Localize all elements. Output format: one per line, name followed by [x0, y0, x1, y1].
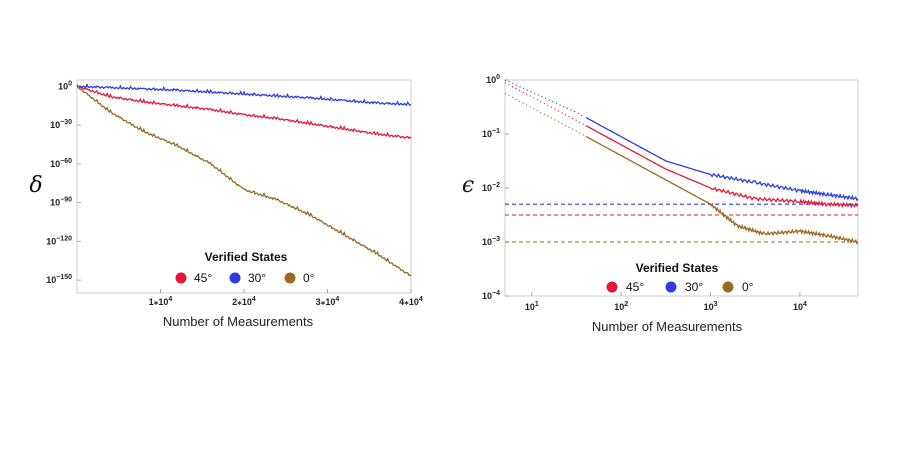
left-y-tick-label: 10−30 — [50, 119, 72, 130]
left-legend-marker-0 — [175, 272, 187, 284]
right-series-line-1 — [585, 117, 859, 202]
left-x-tick-label: 4⁎104 — [399, 296, 423, 307]
left-y-tick-label: 10−90 — [50, 197, 72, 208]
left-legend-label-0: 45° — [194, 271, 212, 285]
left-series-line-2 — [76, 84, 412, 277]
left-series-line-0 — [76, 84, 412, 140]
left-y-ticks: 100 10−30 10−60 10−90 10−120 10−150 — [46, 80, 81, 285]
left-legend-label-2: 0° — [303, 271, 315, 285]
right-series-line-2 — [585, 135, 859, 245]
right-legend-label-0: 45° — [626, 280, 644, 294]
left-y-tick-label: 10−150 — [46, 274, 72, 285]
left-legend-title: Verified States — [205, 250, 288, 264]
right-x-tick-label: 104 — [793, 301, 807, 312]
right-legend: Verified States 45° 30° 0° — [606, 261, 754, 294]
right-legend-label-1: 30° — [685, 280, 703, 294]
right-y-tick-label: 10−1 — [482, 128, 500, 139]
left-y-axis-label: δ — [29, 173, 42, 198]
right-y-tick-label: 10−4 — [482, 290, 500, 301]
right-series-dotted-0 — [504, 82, 585, 126]
right-x-tick-label: 103 — [704, 301, 718, 312]
left-y-tick-label: 100 — [58, 80, 72, 91]
right-series-dotted-2 — [504, 92, 585, 137]
right-y-tick-label: 10−3 — [482, 236, 500, 247]
right-reference-lines — [505, 203, 858, 243]
left-series-line-1 — [76, 82, 412, 107]
left-x-tick-label: 3⁎104 — [316, 296, 340, 307]
right-legend-marker-2 — [722, 281, 734, 293]
left-x-tick-label: 2⁎104 — [232, 296, 256, 307]
right-y-tick-label: 10−2 — [482, 182, 500, 193]
right-chart-panel: ϵ 100 10−1 10−2 10−3 10−4 101 102 103 104 Numbe… — [462, 74, 859, 334]
right-series-line-0 — [585, 125, 859, 209]
left-chart-panel: δ 100 10−30 10−60 10−90 10−120 10−150 1⁎104 2⁎… — [29, 79, 423, 329]
left-x-tick-label: 1⁎104 — [149, 296, 173, 307]
right-x-tick-label: 101 — [525, 301, 539, 312]
left-series-group — [76, 82, 412, 277]
right-x-ticks: 101 102 103 104 — [525, 292, 807, 312]
right-y-tick-label: 100 — [486, 74, 500, 85]
right-series-dotted-1 — [504, 79, 585, 118]
right-y-ticks: 100 10−1 10−2 10−3 10−4 — [482, 74, 509, 301]
left-y-tick-label: 10−60 — [50, 158, 72, 169]
left-y-tick-label: 10−120 — [46, 235, 72, 246]
left-legend-marker-1 — [229, 272, 241, 284]
right-x-axis-label: Number of Measurements — [592, 319, 743, 334]
left-legend-marker-2 — [284, 272, 296, 284]
right-x-tick-label: 102 — [614, 301, 628, 312]
right-legend-label-2: 0° — [742, 280, 754, 294]
right-legend-marker-1 — [665, 281, 677, 293]
right-y-axis-label: ϵ — [462, 173, 474, 198]
right-series-group — [504, 79, 859, 245]
left-legend-label-1: 30° — [248, 271, 266, 285]
right-legend-title: Verified States — [636, 261, 719, 275]
left-x-ticks: 1⁎104 2⁎104 3⁎104 4⁎104 — [149, 289, 423, 307]
left-legend: Verified States 45° 30° 0° — [175, 250, 315, 285]
left-x-axis-label: Number of Measurements — [163, 314, 314, 329]
right-legend-marker-0 — [606, 281, 618, 293]
